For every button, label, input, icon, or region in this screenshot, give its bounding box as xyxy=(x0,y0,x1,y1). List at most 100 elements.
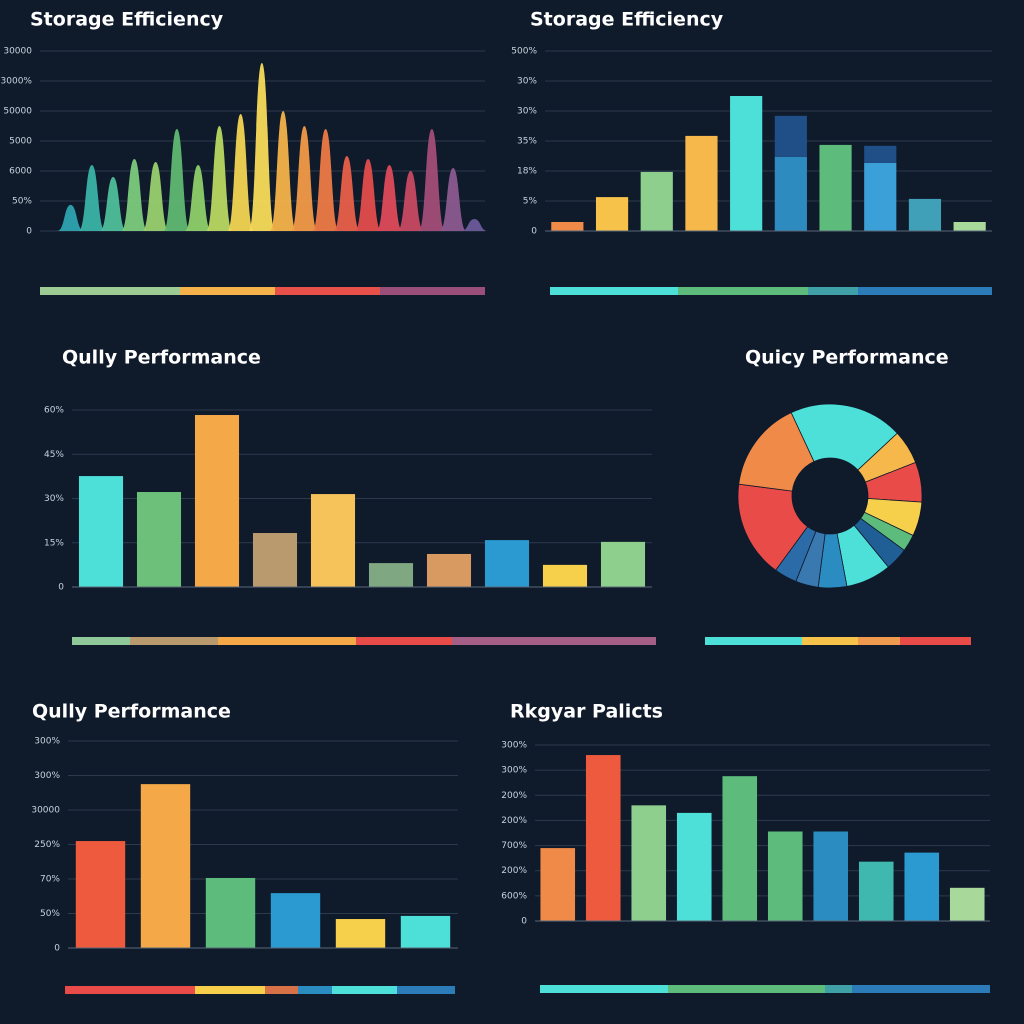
y-tick-label: 50% xyxy=(12,197,32,207)
peak xyxy=(99,177,127,231)
bar xyxy=(953,222,986,231)
legend-strip xyxy=(380,287,485,295)
y-tick-label: 60% xyxy=(44,406,64,416)
legend-strip xyxy=(180,287,275,295)
peak xyxy=(333,156,361,231)
y-tick-label: 45% xyxy=(44,450,64,460)
peak xyxy=(227,114,254,231)
y-tick-label: 500% xyxy=(511,47,537,57)
y-tick-label: 18% xyxy=(517,167,537,177)
peak xyxy=(142,162,169,231)
y-tick-label: 50000 xyxy=(3,107,32,117)
y-tick-label: 5% xyxy=(523,197,538,207)
peak xyxy=(121,159,148,231)
bar xyxy=(400,915,451,948)
legend-strip xyxy=(65,986,195,994)
bar xyxy=(368,563,414,587)
y-tick-label: 200% xyxy=(501,866,527,876)
bar xyxy=(136,492,182,587)
peak xyxy=(248,63,276,231)
bar xyxy=(600,541,646,587)
legend-strip xyxy=(550,287,678,295)
legend-strip xyxy=(858,287,992,295)
chart-title: Storage Efficiency xyxy=(30,9,224,31)
y-tick-label: 30% xyxy=(517,107,537,117)
legend-strip xyxy=(397,986,455,994)
y-tick-label: 250% xyxy=(34,840,60,850)
peak xyxy=(184,165,212,231)
y-tick-label: 0 xyxy=(26,227,32,237)
bar xyxy=(767,831,803,921)
y-tick-label: 70% xyxy=(40,875,60,885)
y-tick-label: 700% xyxy=(501,841,527,851)
bar xyxy=(78,476,124,587)
y-tick-label: 300% xyxy=(34,771,60,781)
peak xyxy=(418,129,446,231)
y-tick-label: 35% xyxy=(517,137,537,147)
bar xyxy=(908,198,942,231)
bar xyxy=(819,144,852,231)
legend-strip xyxy=(72,637,130,645)
y-tick-label: 5000 xyxy=(9,137,32,147)
legend-strip xyxy=(705,637,802,645)
y-tick-label: 30000 xyxy=(3,47,32,57)
y-tick-label: 3000% xyxy=(1,77,33,87)
peak xyxy=(439,168,467,231)
bar xyxy=(551,222,584,231)
peak xyxy=(291,126,318,231)
legend-strip xyxy=(130,637,218,645)
y-tick-label: 600% xyxy=(501,891,527,901)
pie-slice xyxy=(790,403,898,471)
legend-strip xyxy=(275,287,380,295)
bar xyxy=(140,784,191,948)
bar xyxy=(335,919,386,948)
peak xyxy=(206,126,233,231)
bar xyxy=(722,776,758,921)
y-tick-label: 30% xyxy=(517,77,537,87)
bar xyxy=(858,861,894,921)
legend-strip xyxy=(540,985,668,993)
y-tick-label: 0 xyxy=(531,227,537,237)
bar xyxy=(270,893,321,948)
bar xyxy=(540,848,576,921)
chart-title: Quicy Performance xyxy=(745,347,949,369)
bar xyxy=(730,96,763,231)
legend-strip xyxy=(195,986,265,994)
bar xyxy=(774,115,807,157)
y-tick-label: 300% xyxy=(501,766,527,776)
y-tick-label: 15% xyxy=(44,538,64,548)
y-tick-label: 200% xyxy=(501,816,527,826)
legend-strip xyxy=(802,637,858,645)
y-tick-label: 50% xyxy=(40,909,60,919)
y-tick-label: 0 xyxy=(521,917,527,927)
y-tick-label: 200% xyxy=(501,791,527,801)
chart-title: Storage Efficiency xyxy=(530,9,724,31)
bar xyxy=(595,197,629,231)
peak xyxy=(376,165,403,231)
y-tick-label: 30% xyxy=(44,494,64,504)
bar xyxy=(949,887,985,921)
bar xyxy=(426,553,472,587)
y-tick-label: 300% xyxy=(34,737,60,747)
chart-title: Qully Performance xyxy=(32,701,231,723)
bar xyxy=(252,533,298,587)
legend-strip xyxy=(356,637,452,645)
legend-strip xyxy=(900,637,971,645)
bar xyxy=(205,877,256,948)
legend-strip xyxy=(265,986,298,994)
legend-strip xyxy=(852,985,990,993)
legend-strip xyxy=(298,986,332,994)
pie-slice xyxy=(738,412,815,492)
bar xyxy=(813,831,849,921)
bar xyxy=(310,494,356,587)
peak xyxy=(78,165,106,231)
bar xyxy=(904,852,940,921)
bar xyxy=(640,171,673,231)
legend-strip xyxy=(825,985,852,993)
peak xyxy=(163,129,191,231)
bar xyxy=(542,564,588,587)
legend-strip xyxy=(668,985,825,993)
peak xyxy=(312,129,339,231)
peak xyxy=(397,171,424,231)
